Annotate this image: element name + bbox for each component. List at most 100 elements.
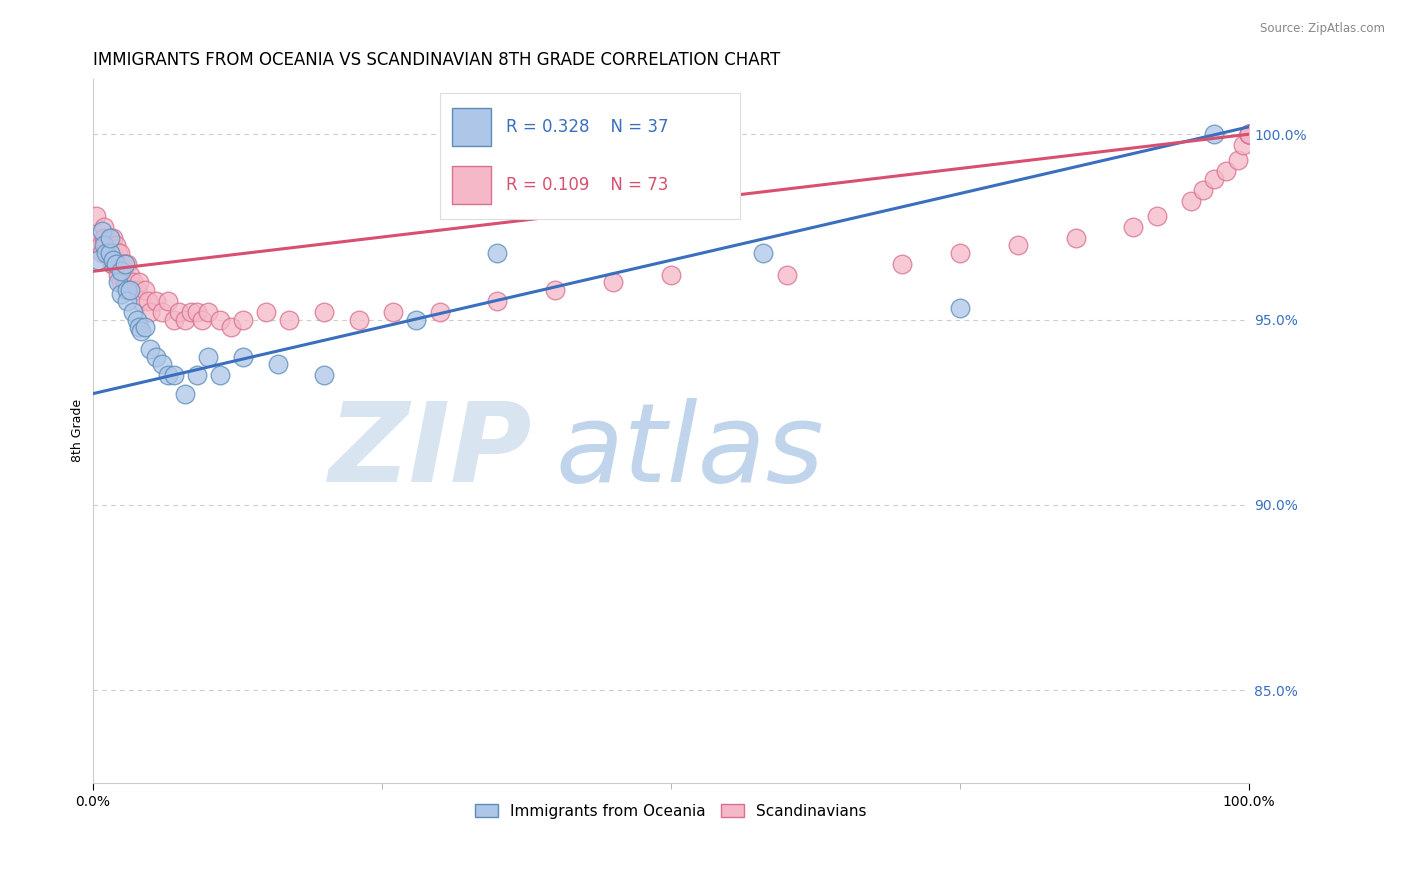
- Point: [93, 219, 115, 234]
- Point: [96, 245, 118, 260]
- Point: [949, 301, 972, 316]
- Point: [104, 257, 127, 271]
- Point: [118, 268, 141, 282]
- Point: [382, 305, 405, 319]
- Text: atlas: atlas: [555, 399, 824, 506]
- Point: [174, 312, 197, 326]
- Point: [1237, 127, 1260, 141]
- Point: [96, 238, 118, 252]
- Point: [93, 238, 115, 252]
- Point: [544, 283, 567, 297]
- Point: [1146, 209, 1168, 223]
- Point: [125, 283, 148, 297]
- Point: [266, 357, 288, 371]
- Point: [949, 245, 972, 260]
- Point: [232, 312, 254, 326]
- Point: [134, 320, 156, 334]
- Point: [110, 257, 132, 271]
- Point: [98, 245, 121, 260]
- Point: [125, 312, 148, 326]
- Point: [221, 320, 243, 334]
- Point: [110, 276, 132, 290]
- Point: [602, 276, 624, 290]
- Point: [752, 245, 775, 260]
- Point: [103, 253, 125, 268]
- Legend: Immigrants from Oceania, Scandinavians: Immigrants from Oceania, Scandinavians: [470, 797, 873, 825]
- Point: [197, 350, 219, 364]
- Point: [90, 238, 112, 252]
- Point: [145, 293, 167, 308]
- Point: [129, 293, 152, 308]
- Point: [87, 253, 110, 268]
- Point: [1204, 127, 1226, 141]
- Point: [150, 357, 173, 371]
- Point: [128, 276, 150, 290]
- Point: [162, 368, 184, 383]
- Point: [117, 283, 139, 297]
- Point: [134, 283, 156, 297]
- Point: [180, 305, 202, 319]
- Point: [1237, 127, 1260, 141]
- Point: [1237, 127, 1260, 141]
- Point: [156, 368, 179, 383]
- Point: [1237, 127, 1260, 141]
- Point: [312, 305, 335, 319]
- Point: [1237, 127, 1260, 141]
- Point: [156, 293, 179, 308]
- Point: [129, 324, 152, 338]
- Text: ZIP: ZIP: [329, 399, 531, 506]
- Point: [112, 257, 135, 271]
- Point: [429, 305, 451, 319]
- Point: [312, 368, 335, 383]
- Point: [117, 293, 139, 308]
- Point: [1180, 194, 1202, 208]
- Point: [891, 257, 914, 271]
- Point: [122, 305, 145, 319]
- Point: [139, 343, 162, 357]
- Point: [104, 257, 127, 271]
- Point: [145, 350, 167, 364]
- Point: [186, 368, 208, 383]
- Point: [87, 231, 110, 245]
- Point: [110, 245, 132, 260]
- Point: [150, 305, 173, 319]
- Point: [107, 276, 129, 290]
- Point: [118, 283, 141, 297]
- Point: [110, 264, 132, 278]
- Point: [128, 320, 150, 334]
- Point: [103, 231, 125, 245]
- Point: [254, 305, 277, 319]
- Point: [98, 231, 121, 245]
- Point: [1007, 238, 1029, 252]
- Point: [1122, 219, 1144, 234]
- Point: [93, 231, 115, 245]
- Point: [1215, 164, 1237, 178]
- Point: [90, 224, 112, 238]
- Point: [659, 268, 682, 282]
- Point: [122, 276, 145, 290]
- Point: [97, 245, 120, 260]
- Point: [1192, 183, 1215, 197]
- Point: [347, 312, 370, 326]
- Y-axis label: 8th Grade: 8th Grade: [72, 400, 84, 462]
- Point: [197, 305, 219, 319]
- Point: [117, 276, 139, 290]
- Point: [191, 312, 214, 326]
- Point: [208, 312, 231, 326]
- Point: [169, 305, 191, 319]
- Point: [103, 257, 125, 271]
- Point: [162, 312, 184, 326]
- Point: [98, 245, 121, 260]
- Point: [139, 305, 162, 319]
- Point: [117, 257, 139, 271]
- Text: Source: ZipAtlas.com: Source: ZipAtlas.com: [1260, 22, 1385, 36]
- Point: [1064, 231, 1087, 245]
- Point: [136, 293, 159, 308]
- Point: [84, 209, 107, 223]
- Point: [186, 305, 208, 319]
- Point: [101, 257, 124, 271]
- Point: [90, 245, 112, 260]
- Point: [1232, 138, 1254, 153]
- Point: [114, 257, 136, 271]
- Point: [114, 276, 136, 290]
